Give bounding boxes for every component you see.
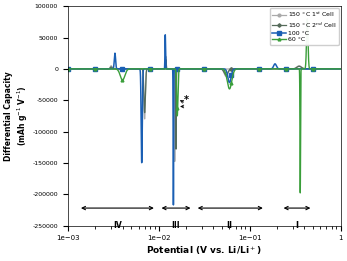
Text: I: I — [295, 221, 298, 230]
Text: *: * — [184, 95, 188, 105]
Y-axis label: Differential Capacity
(mAh g$^{-1}$ V$^{-1}$): Differential Capacity (mAh g$^{-1}$ V$^{… — [4, 71, 29, 161]
60 °C — [164, 67, 169, 70]
Text: III: III — [172, 221, 180, 230]
100 °C — [282, 67, 287, 70]
X-axis label: Potential (V vs. Li/Li$^+$): Potential (V vs. Li/Li$^+$) — [146, 244, 262, 257]
150 °C 2$^{nd}$ Cell — [164, 67, 169, 70]
150 °C 2$^{nd}$ Cell — [268, 67, 272, 70]
150 °C 2$^{nd}$ Cell — [282, 67, 287, 70]
150 °C 1$^{st}$ Cell — [282, 67, 287, 70]
150 °C 2$^{nd}$ Cell — [339, 67, 343, 70]
150 °C 2$^{nd}$ Cell — [227, 69, 231, 72]
60 °C — [268, 67, 272, 70]
60 °C — [298, 191, 302, 194]
150 °C 1$^{st}$ Cell — [164, 67, 169, 70]
150 °C 2$^{nd}$ Cell — [164, 58, 168, 61]
Line: 100 °C: 100 °C — [66, 33, 342, 206]
150 °C 1$^{st}$ Cell — [268, 67, 272, 70]
150 °C 2$^{nd}$ Cell — [79, 67, 84, 70]
Legend: 150 °C 1$^{st}$ Cell, 150 °C 2$^{nd}$ Cell, 100 °C, 60 °C: 150 °C 1$^{st}$ Cell, 150 °C 2$^{nd}$ Ce… — [270, 8, 339, 45]
100 °C — [79, 67, 84, 70]
Text: IV: IV — [113, 221, 121, 230]
150 °C 1$^{st}$ Cell — [239, 67, 243, 70]
150 °C 1$^{st}$ Cell — [227, 69, 231, 72]
150 °C 1$^{st}$ Cell — [66, 67, 70, 70]
60 °C — [282, 67, 287, 70]
Line: 60 °C: 60 °C — [66, 17, 342, 194]
150 °C 1$^{st}$ Cell — [173, 160, 177, 163]
100 °C — [339, 67, 343, 70]
Text: II: II — [227, 221, 232, 230]
60 °C — [227, 87, 231, 90]
Line: 150 °C 2$^{nd}$ Cell: 150 °C 2$^{nd}$ Cell — [67, 58, 342, 150]
100 °C — [227, 81, 231, 84]
150 °C 2$^{nd}$ Cell — [239, 67, 243, 70]
100 °C — [164, 67, 169, 70]
60 °C — [305, 17, 309, 20]
100 °C — [239, 67, 243, 70]
60 °C — [66, 67, 70, 70]
150 °C 2$^{nd}$ Cell — [66, 67, 70, 70]
100 °C — [171, 203, 176, 206]
Line: 150 °C 1$^{st}$ Cell: 150 °C 1$^{st}$ Cell — [66, 55, 342, 163]
60 °C — [239, 67, 243, 70]
150 °C 1$^{st}$ Cell — [339, 67, 343, 70]
100 °C — [268, 67, 272, 70]
150 °C 2$^{nd}$ Cell — [174, 147, 178, 151]
60 °C — [339, 67, 343, 70]
100 °C — [66, 67, 70, 70]
100 °C — [163, 33, 167, 36]
150 °C 1$^{st}$ Cell — [164, 55, 168, 58]
60 °C — [79, 67, 84, 70]
150 °C 1$^{st}$ Cell — [79, 67, 84, 70]
